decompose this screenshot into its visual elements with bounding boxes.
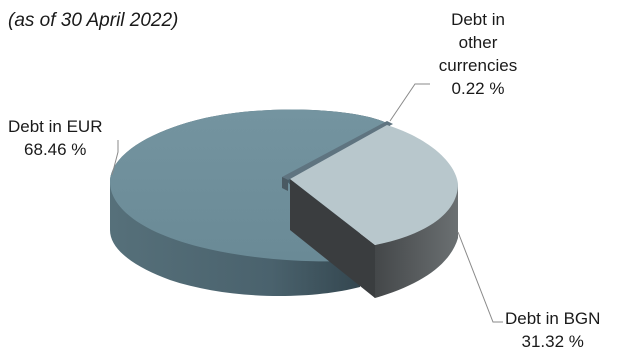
slice-bgn-side <box>358 184 458 298</box>
slice-other-side <box>282 177 288 191</box>
chart-subtitle: (as of 30 April 2022) <box>8 10 179 31</box>
label-bgn-value: 31.32 % <box>521 332 584 351</box>
label-other-line3: currencies <box>438 56 518 75</box>
leader-lines <box>111 83 503 323</box>
slice-bgn-top <box>290 125 458 245</box>
leader-line-bgn <box>457 231 503 323</box>
leader-line-other <box>389 83 430 122</box>
slice-other-top <box>282 121 393 180</box>
label-eur-name: Debt in EUR <box>8 117 103 136</box>
label-other-line1: Debt in <box>451 10 505 29</box>
label-other-line2: other <box>458 33 498 52</box>
slice-bgn-side-cut <box>290 179 375 298</box>
label-other: Debt in other currencies 0.22 % <box>418 8 538 100</box>
label-other-value: 0.22 % <box>451 79 505 98</box>
label-eur: Debt in EUR 68.46 % <box>8 115 102 161</box>
label-bgn: Debt in BGN 31.32 % <box>505 307 600 353</box>
label-eur-value: 68.46 % <box>24 140 87 159</box>
label-bgn-name: Debt in BGN <box>505 309 601 328</box>
slice-other <box>282 121 393 191</box>
leader-line-eur <box>111 140 119 176</box>
slice-bgn <box>290 125 458 298</box>
